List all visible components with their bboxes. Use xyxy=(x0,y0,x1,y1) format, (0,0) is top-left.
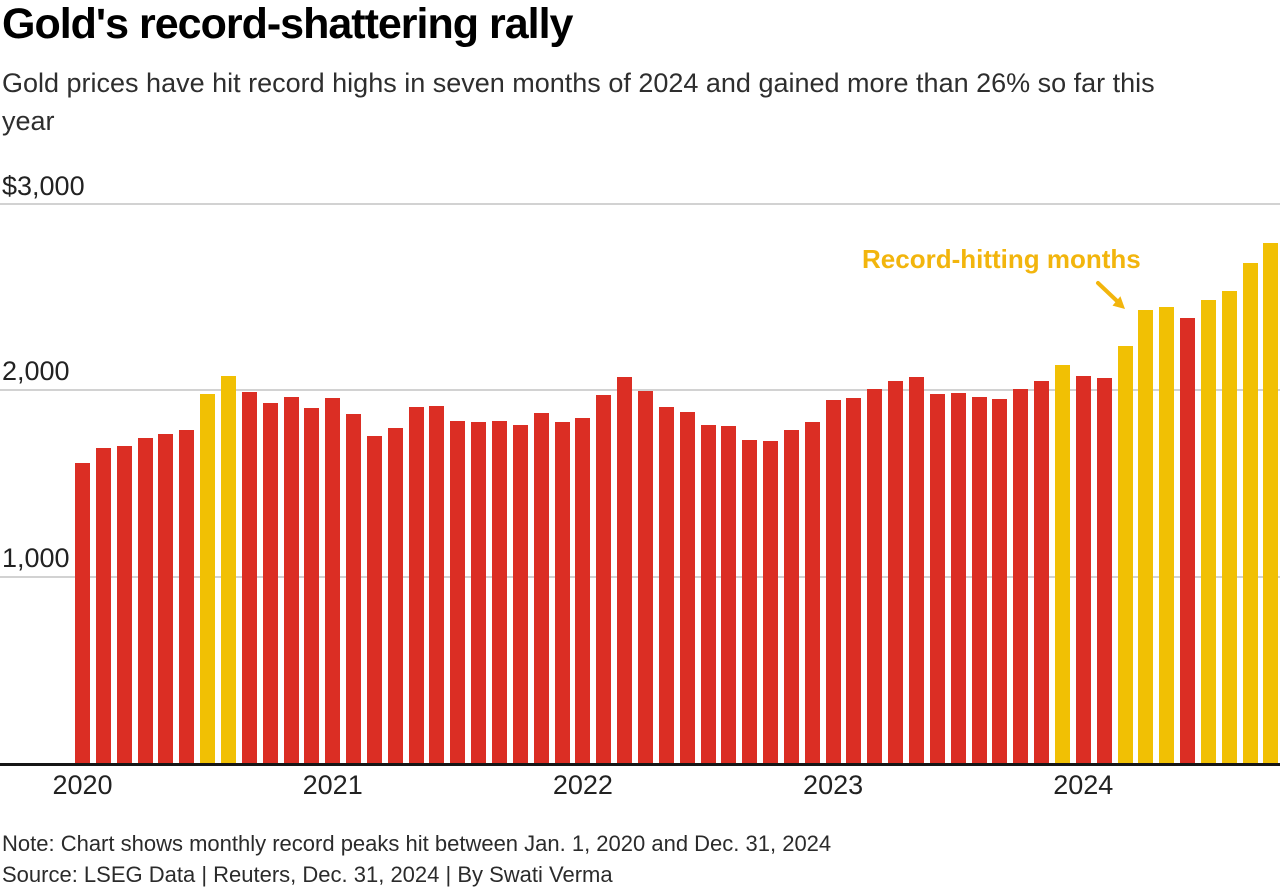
bar-jun-2024 xyxy=(1180,318,1196,763)
bar-aug-2022 xyxy=(721,426,737,763)
bar-aug-2020 xyxy=(220,376,236,763)
bar-jul-2022 xyxy=(700,425,716,763)
gridline-3000 xyxy=(0,203,1280,205)
bar-oct-2024 xyxy=(1263,243,1279,763)
bar-apr-2020 xyxy=(137,437,153,763)
bar-oct-2023 xyxy=(1013,388,1029,763)
plot-area xyxy=(0,204,1280,763)
bar-nov-2023 xyxy=(1034,381,1050,763)
bar-jan-2023 xyxy=(825,399,841,763)
x-tick-label-2024: 2024 xyxy=(1053,770,1114,800)
bar-dec-2020 xyxy=(304,407,320,763)
bar-mar-2024 xyxy=(1117,346,1133,763)
bar-may-2020 xyxy=(158,434,174,763)
bar-dec-2021 xyxy=(554,422,570,763)
bar-nov-2022 xyxy=(783,430,799,763)
bar-nov-2021 xyxy=(533,413,549,763)
bar-feb-2023 xyxy=(846,397,862,763)
bar-jan-2020 xyxy=(75,462,90,763)
bar-feb-2022 xyxy=(596,395,612,763)
y-tick-label-1000: 1,000 xyxy=(2,543,70,573)
bar-mar-2021 xyxy=(366,436,382,763)
bar-jun-2023 xyxy=(929,393,945,763)
arrow-shaft xyxy=(1096,281,1119,303)
bar-aug-2023 xyxy=(971,396,987,763)
bar-dec-2022 xyxy=(804,421,820,763)
bar-jul-2021 xyxy=(450,421,466,763)
bar-jan-2024 xyxy=(1075,375,1091,763)
bar-dec-2023 xyxy=(1054,365,1070,763)
bar-jun-2022 xyxy=(679,412,695,763)
x-tick-label-2020: 2020 xyxy=(52,770,113,800)
bar-mar-2020 xyxy=(116,445,132,763)
bar-apr-2023 xyxy=(888,381,904,763)
y-tick-label-3000: $3,000 xyxy=(2,171,85,201)
bar-may-2021 xyxy=(408,406,424,763)
bar-oct-2021 xyxy=(512,425,528,763)
record-months-annotation: Record-hitting months xyxy=(862,244,1141,274)
bar-may-2024 xyxy=(1159,306,1175,763)
bar-aug-2024 xyxy=(1221,291,1237,763)
bar-jan-2022 xyxy=(575,417,591,763)
bar-jul-2020 xyxy=(200,393,216,763)
bar-mar-2023 xyxy=(867,388,883,763)
chart-subtitle: Gold prices have hit record highs in sev… xyxy=(2,64,1264,140)
arrow-head xyxy=(1112,296,1125,309)
bar-sep-2024 xyxy=(1242,262,1258,763)
bar-oct-2022 xyxy=(763,440,779,763)
bar-jul-2024 xyxy=(1200,300,1216,763)
bar-nov-2020 xyxy=(283,396,299,763)
bar-jun-2021 xyxy=(429,406,445,763)
bar-apr-2024 xyxy=(1138,310,1154,763)
bar-jul-2023 xyxy=(950,392,966,763)
bar-sep-2022 xyxy=(742,439,758,763)
x-tick-label-2022: 2022 xyxy=(552,770,613,800)
bar-mar-2022 xyxy=(617,377,633,763)
x-axis-line xyxy=(0,763,1280,766)
chart-subtitle-line1: Gold prices have hit record highs in sev… xyxy=(2,68,1155,98)
bar-sep-2020 xyxy=(241,391,257,763)
y-tick-label-2000: 2,000 xyxy=(2,356,70,386)
bar-may-2023 xyxy=(909,376,924,763)
bar-feb-2024 xyxy=(1096,378,1112,763)
bar-jun-2020 xyxy=(179,430,195,763)
gridline-2000 xyxy=(0,389,1280,391)
bar-sep-2023 xyxy=(992,399,1008,763)
bar-jan-2021 xyxy=(325,398,341,763)
chart-source: Source: LSEG Data | Reuters, Dec. 31, 20… xyxy=(2,862,613,887)
bar-apr-2021 xyxy=(387,428,403,763)
chart-subtitle-line2: year xyxy=(2,106,55,136)
bar-feb-2021 xyxy=(346,414,362,763)
x-tick-label-2021: 2021 xyxy=(302,770,363,800)
bar-may-2022 xyxy=(658,407,674,763)
x-tick-label-2023: 2023 xyxy=(803,770,864,800)
bar-feb-2020 xyxy=(95,448,111,763)
annotation-arrow-icon xyxy=(1096,281,1125,309)
page-title: Gold's record-shattering rally xyxy=(2,0,573,48)
bar-oct-2020 xyxy=(262,402,278,763)
chart-note: Note: Chart shows monthly record peaks h… xyxy=(2,831,832,856)
bar-apr-2022 xyxy=(637,390,653,763)
bar-sep-2021 xyxy=(492,421,507,763)
bar-aug-2021 xyxy=(471,421,487,763)
